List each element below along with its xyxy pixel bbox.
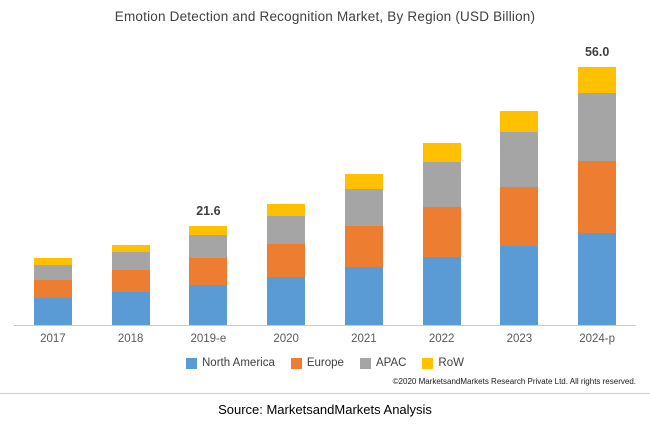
legend-swatch-icon xyxy=(422,357,434,369)
bar-segment-north-america xyxy=(267,277,306,325)
bar-segment-europe xyxy=(422,206,461,257)
x-axis-label-2018: 2018 xyxy=(117,333,144,345)
bar-stack xyxy=(578,67,617,325)
bar-segment-europe xyxy=(189,258,228,286)
bar-segment-north-america xyxy=(578,232,617,325)
x-axis-labels: 2017 2018 2019-e 2020 2021 2022 2023 2024-p xyxy=(14,326,636,345)
bar-segment-north-america xyxy=(111,292,150,325)
x-axis-label-2017: 2017 xyxy=(40,333,66,345)
bar-segment-europe xyxy=(111,270,150,293)
bar-segment-apac xyxy=(500,132,539,188)
legend: North America Europe APAC RoW xyxy=(0,345,650,369)
legend-item-europe: Europe xyxy=(290,357,344,369)
bar-column-2017 xyxy=(14,24,92,325)
legend-label: RoW xyxy=(438,357,464,369)
bar-column-2018 xyxy=(92,24,170,325)
bar-segment-apac xyxy=(189,235,228,259)
bar-segment-europe xyxy=(500,187,539,247)
bar-segment-apac xyxy=(33,265,72,281)
bar-segment-row xyxy=(500,111,539,133)
bar-segment-north-america xyxy=(344,267,383,325)
legend-swatch-icon xyxy=(186,357,197,369)
legend-item-north-america: North America xyxy=(186,357,275,369)
bar-segment-row xyxy=(111,244,150,253)
bar-segment-north-america xyxy=(500,246,539,325)
bar-value-label: 56.0 xyxy=(584,45,610,60)
bar-segment-row xyxy=(33,258,72,266)
bar-segment-apac xyxy=(267,215,306,245)
legend-swatch-icon xyxy=(290,357,302,369)
bar-column-2021 xyxy=(325,24,403,325)
bar-column-2023 xyxy=(481,24,559,325)
legend-label: North America xyxy=(202,357,275,369)
legend-label: APAC xyxy=(375,357,407,369)
x-axis-label-2023: 2023 xyxy=(506,333,533,345)
bar-column-2019-e: 21.6 xyxy=(170,24,248,325)
bar-segment-north-america xyxy=(422,256,461,325)
x-axis-label-2020: 2020 xyxy=(273,333,299,345)
x-axis-label-2024-p: 2024-p xyxy=(579,333,616,345)
bar-column-2020 xyxy=(247,24,325,325)
legend-swatch-icon xyxy=(359,357,371,369)
bar-segment-row xyxy=(267,203,306,216)
bar-value-label: 21.6 xyxy=(196,203,221,218)
bar-column-2024-p: 56.0 xyxy=(558,24,636,325)
bar-segment-north-america xyxy=(189,285,228,325)
bar-segment-row xyxy=(344,173,383,190)
source-text: Source: MarketsandMarkets Analysis xyxy=(0,393,650,417)
bar-segment-apac xyxy=(344,189,383,226)
bar-segment-apac xyxy=(422,161,461,207)
x-axis-label-2022: 2022 xyxy=(428,333,455,345)
legend-label: Europe xyxy=(306,357,344,369)
bar-segment-apac xyxy=(111,252,150,271)
bar-stack xyxy=(500,111,539,325)
bar-stack xyxy=(344,173,383,325)
bar-stack xyxy=(267,203,306,325)
bar-segment-north-america xyxy=(33,297,72,325)
bar-segment-europe xyxy=(267,244,306,278)
bar-segment-europe xyxy=(578,160,617,233)
bar-stack xyxy=(33,258,72,325)
bar-stack xyxy=(422,142,461,325)
bar-segment-row xyxy=(578,67,617,94)
legend-item-row: RoW xyxy=(422,357,464,369)
bar-segment-europe xyxy=(33,280,72,298)
bar-column-2022 xyxy=(403,24,481,325)
legend-item-apac: APAC xyxy=(359,357,407,369)
bar-stack xyxy=(189,225,228,325)
x-axis-label-2021: 2021 xyxy=(351,333,377,345)
chart-title: Emotion Detection and Recognition Market… xyxy=(114,9,536,24)
plot-area: 21.6 56.0 xyxy=(14,24,636,326)
x-axis-label-2019-e: 2019-e xyxy=(190,333,227,345)
bar-segment-europe xyxy=(344,225,383,267)
copyright-text: ©2020 MarketsandMarkets Research Private… xyxy=(392,377,636,386)
bar-stack xyxy=(111,244,150,325)
bar-segment-apac xyxy=(578,93,617,161)
bar-segment-row xyxy=(189,225,228,236)
bar-segment-row xyxy=(422,142,461,162)
